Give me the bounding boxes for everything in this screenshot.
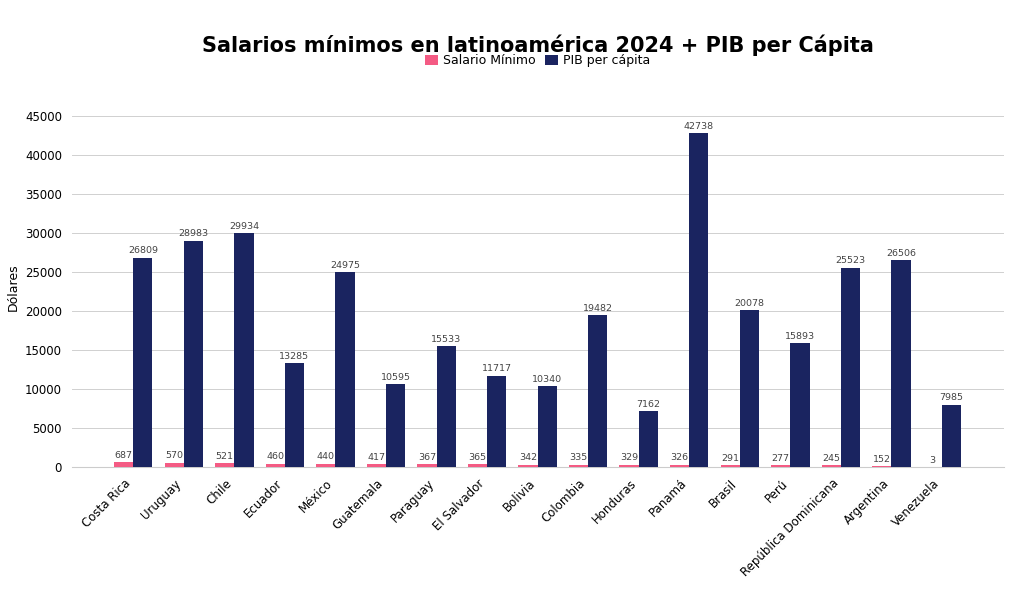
- Text: 417: 417: [368, 453, 385, 462]
- Legend: Salario Mínimo, PIB per cápita: Salario Mínimo, PIB per cápita: [420, 49, 655, 72]
- Text: 342: 342: [519, 453, 537, 462]
- Text: 42738: 42738: [684, 122, 714, 131]
- Bar: [872, 466, 892, 467]
- Text: 26506: 26506: [886, 249, 916, 258]
- Text: 460: 460: [266, 452, 285, 461]
- Bar: [133, 258, 153, 467]
- Text: 329: 329: [620, 453, 638, 462]
- Text: 13285: 13285: [280, 352, 309, 361]
- Text: 277: 277: [772, 453, 790, 462]
- Text: 7985: 7985: [940, 394, 964, 403]
- Text: 15533: 15533: [431, 334, 461, 343]
- Text: 152: 152: [872, 455, 891, 464]
- Text: 29934: 29934: [229, 222, 259, 231]
- Text: 245: 245: [822, 454, 841, 463]
- Text: 521: 521: [216, 452, 233, 461]
- Bar: [316, 464, 336, 467]
- Bar: [487, 376, 506, 467]
- Bar: [215, 463, 234, 467]
- Bar: [418, 464, 436, 467]
- Bar: [639, 412, 657, 467]
- Text: 10340: 10340: [532, 375, 562, 384]
- Text: 15893: 15893: [784, 332, 815, 341]
- Bar: [771, 465, 791, 467]
- Bar: [942, 405, 962, 467]
- Text: 3: 3: [930, 456, 935, 465]
- Title: Salarios mínimos en latinoamérica 2024 + PIB per Cápita: Salarios mínimos en latinoamérica 2024 +…: [202, 35, 873, 56]
- Text: 365: 365: [468, 453, 486, 462]
- Text: 570: 570: [165, 452, 183, 461]
- Y-axis label: Dólares: Dólares: [6, 264, 19, 311]
- Bar: [165, 463, 183, 467]
- Text: 440: 440: [316, 452, 335, 461]
- Text: 7162: 7162: [636, 400, 660, 409]
- Text: 24975: 24975: [330, 261, 360, 270]
- Bar: [721, 465, 739, 467]
- Text: 335: 335: [569, 453, 588, 462]
- Bar: [569, 465, 588, 467]
- Bar: [588, 315, 607, 467]
- Bar: [892, 260, 910, 467]
- Text: 11717: 11717: [481, 364, 512, 373]
- Bar: [620, 465, 639, 467]
- Bar: [114, 462, 133, 467]
- Text: 25523: 25523: [836, 256, 865, 265]
- Bar: [234, 234, 254, 467]
- Bar: [538, 386, 557, 467]
- Text: 10595: 10595: [381, 373, 411, 382]
- Text: 326: 326: [671, 453, 689, 462]
- Text: 28983: 28983: [178, 229, 209, 238]
- Text: 367: 367: [418, 453, 436, 462]
- Bar: [386, 385, 406, 467]
- Bar: [739, 310, 759, 467]
- Text: 20078: 20078: [734, 299, 764, 308]
- Bar: [285, 364, 304, 467]
- Bar: [265, 464, 285, 467]
- Bar: [791, 343, 810, 467]
- Bar: [689, 134, 709, 467]
- Bar: [183, 241, 203, 467]
- Text: 291: 291: [721, 453, 739, 462]
- Bar: [821, 465, 841, 467]
- Text: 19482: 19482: [583, 304, 612, 313]
- Text: 26809: 26809: [128, 246, 158, 255]
- Bar: [518, 465, 538, 467]
- Text: 687: 687: [115, 450, 133, 459]
- Bar: [670, 465, 689, 467]
- Bar: [468, 464, 487, 467]
- Bar: [336, 272, 354, 467]
- Bar: [436, 346, 456, 467]
- Bar: [367, 464, 386, 467]
- Bar: [841, 268, 860, 467]
